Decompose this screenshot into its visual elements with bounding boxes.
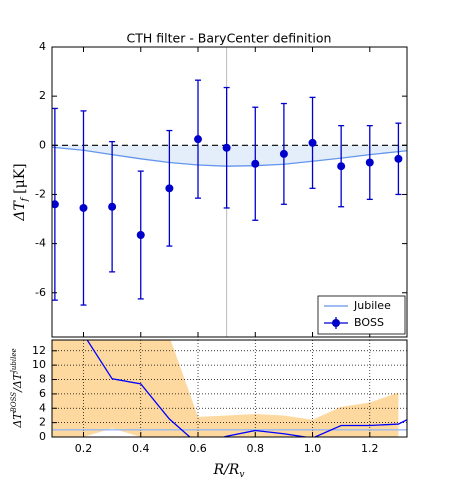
y-label-part: ΔT xyxy=(12,200,28,222)
legend-label: BOSS xyxy=(354,316,384,329)
y-tick-label: -2 xyxy=(35,187,46,200)
y-label-sup: Jubilee xyxy=(10,348,18,375)
legend-marker xyxy=(332,319,340,327)
boss-point xyxy=(222,143,231,152)
band-area xyxy=(52,340,399,437)
x-axis-label: R/Rv xyxy=(213,462,245,480)
y-tick-label: 0 xyxy=(39,138,46,151)
x-tick-label: 1.0 xyxy=(304,442,322,455)
boss-point xyxy=(194,135,203,144)
boss-point xyxy=(108,202,117,211)
y-axis-label: ΔTBOSS/ΔTJubilee xyxy=(10,348,24,428)
x-tick-label: 0.4 xyxy=(132,442,150,455)
x-tick-label: 0.8 xyxy=(247,442,265,455)
boss-point xyxy=(394,154,403,163)
chart-title: CTH filter - BaryCenter definition xyxy=(127,31,332,46)
y-tick-label: -4 xyxy=(35,237,46,250)
plot-area xyxy=(52,47,407,337)
y-tick-label: 2 xyxy=(39,416,46,429)
plot-area xyxy=(52,340,407,437)
x-label-part: R/R xyxy=(213,462,240,478)
jubilee-area xyxy=(52,145,407,167)
legend-label: Jubilee xyxy=(353,299,391,312)
x-tick-label: 0.2 xyxy=(75,442,93,455)
y-label-sup: BOSS xyxy=(10,392,18,414)
y-tick-label: 10 xyxy=(32,358,46,371)
y-label-part: ΔT xyxy=(11,411,24,429)
boss-point xyxy=(308,138,317,147)
y-axis-label: ΔTf [μK] xyxy=(12,163,30,221)
boss-point xyxy=(136,231,145,240)
boss-point xyxy=(79,203,88,212)
plot-frame xyxy=(51,339,408,438)
y-label-sub: f xyxy=(20,196,30,202)
ratio-line xyxy=(86,340,407,437)
x-label-sub: v xyxy=(239,470,244,480)
y-tick-label: 8 xyxy=(39,373,46,386)
y-tick-label: 2 xyxy=(39,89,46,102)
boss-point xyxy=(337,162,346,171)
boss-point xyxy=(165,184,174,193)
y-tick-label: 6 xyxy=(39,387,46,400)
boss-point xyxy=(365,158,374,167)
y-tick-label: 4 xyxy=(39,401,46,414)
boss-point xyxy=(251,159,260,168)
x-tick-label: 1.2 xyxy=(361,442,379,455)
y-label-part: /ΔT xyxy=(11,371,24,393)
boss-point xyxy=(52,200,59,209)
boss-point xyxy=(279,149,288,158)
y-tick-label: 12 xyxy=(32,344,46,357)
legend-box xyxy=(317,295,406,335)
y-tick-label: -6 xyxy=(35,286,46,299)
x-tick-label: 0.6 xyxy=(189,442,207,455)
y-label-part: [μK] xyxy=(12,163,28,193)
y-tick-label: 0 xyxy=(39,430,46,443)
y-tick-label: 4 xyxy=(39,40,46,53)
plot-frame xyxy=(51,46,408,338)
